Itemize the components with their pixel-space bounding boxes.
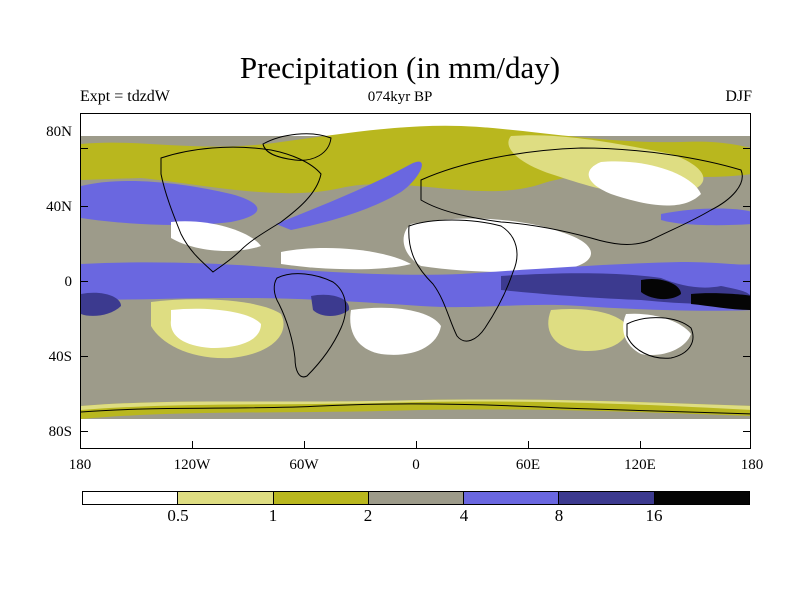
lat-label-80n: 80N (46, 124, 72, 140)
field-south-atlantic-dry (350, 307, 441, 355)
precipitation-map (80, 113, 751, 449)
lat-tick (80, 206, 88, 207)
eurasia-coast (420, 147, 743, 245)
field-ne-pacific-dry (171, 221, 261, 252)
colorbar-label: 1 (268, 506, 278, 525)
lat-label-0: 0 (64, 274, 73, 290)
lat-tick (743, 148, 751, 149)
experiment-label: Expt = tdzdW (80, 88, 170, 105)
lon-tick (528, 441, 529, 449)
field-indian-ocean-light (548, 308, 629, 352)
colorbar-segment (273, 492, 369, 504)
field-amazon-heavy (311, 294, 350, 316)
lat-tick (80, 356, 88, 357)
season-label: DJF (725, 88, 752, 105)
lon-tick (416, 441, 417, 449)
lon-tick (640, 441, 641, 449)
field-maritime-continent-peak (641, 278, 681, 300)
field-sahara-dry (403, 218, 591, 273)
period-label: 074kyr BP (367, 89, 433, 105)
colorbar-segment (368, 492, 465, 504)
field-arctic-dry (81, 114, 750, 136)
field-indian-ocean-heavy (501, 273, 750, 304)
field-australia-dry (623, 313, 691, 356)
field-atlantic-dry (281, 248, 411, 270)
lon-tick (192, 441, 193, 449)
colorbar (82, 491, 750, 505)
south-america-coast (273, 273, 347, 378)
colorbar-label: 2 (363, 506, 373, 525)
lat-tick (743, 356, 751, 357)
antarctica-coast (81, 403, 750, 415)
north-america-coast (160, 146, 322, 273)
lon-label-120w: 120W (173, 457, 211, 473)
lon-label-120e: 120E (624, 457, 656, 473)
field-southern-band-light (81, 399, 750, 410)
lon-label-180e: 180 (740, 457, 764, 473)
lat-tick (743, 281, 751, 282)
colorbar-segment (559, 492, 655, 504)
colorbar-segment (83, 492, 179, 504)
africa-coast (408, 219, 518, 342)
colorbar-segment (464, 492, 560, 504)
colorbar-label: 0.5 (167, 506, 189, 525)
map-canvas (81, 114, 750, 448)
lon-tick (304, 441, 305, 449)
australia-coast (626, 317, 694, 359)
lat-label-80s: 80S (48, 424, 72, 440)
field-se-pacific-dry (170, 308, 261, 348)
lon-label-0: 0 (412, 457, 420, 473)
lat-label-40n: 40N (46, 199, 72, 215)
lat-tick (80, 281, 88, 282)
field-nw-pacific-storm (661, 208, 750, 226)
lon-label-60e: 60E (515, 457, 541, 473)
coastlines (81, 133, 750, 415)
lat-tick (743, 206, 751, 207)
colorbar-label: 8 (554, 506, 564, 525)
field-spcz-peak (691, 293, 750, 310)
lat-tick (80, 148, 88, 149)
lon-label-180w: 180 (68, 457, 92, 473)
colorbar-label: 16 (645, 506, 663, 525)
colorbar-segment (654, 492, 749, 504)
map-title: Precipitation (in mm/day) (239, 50, 561, 85)
lat-label-40s: 40S (48, 349, 72, 365)
greenland-coast (262, 133, 332, 161)
colorbar-segment (178, 492, 274, 504)
field-central-pacific-heavy (81, 292, 121, 316)
lat-tick (743, 431, 751, 432)
lon-label-60w: 60W (289, 457, 319, 473)
colorbar-label: 4 (459, 506, 469, 525)
lat-tick (80, 431, 88, 432)
field-siberia-dry (588, 161, 701, 206)
field-north-atlantic-storm (276, 161, 422, 230)
